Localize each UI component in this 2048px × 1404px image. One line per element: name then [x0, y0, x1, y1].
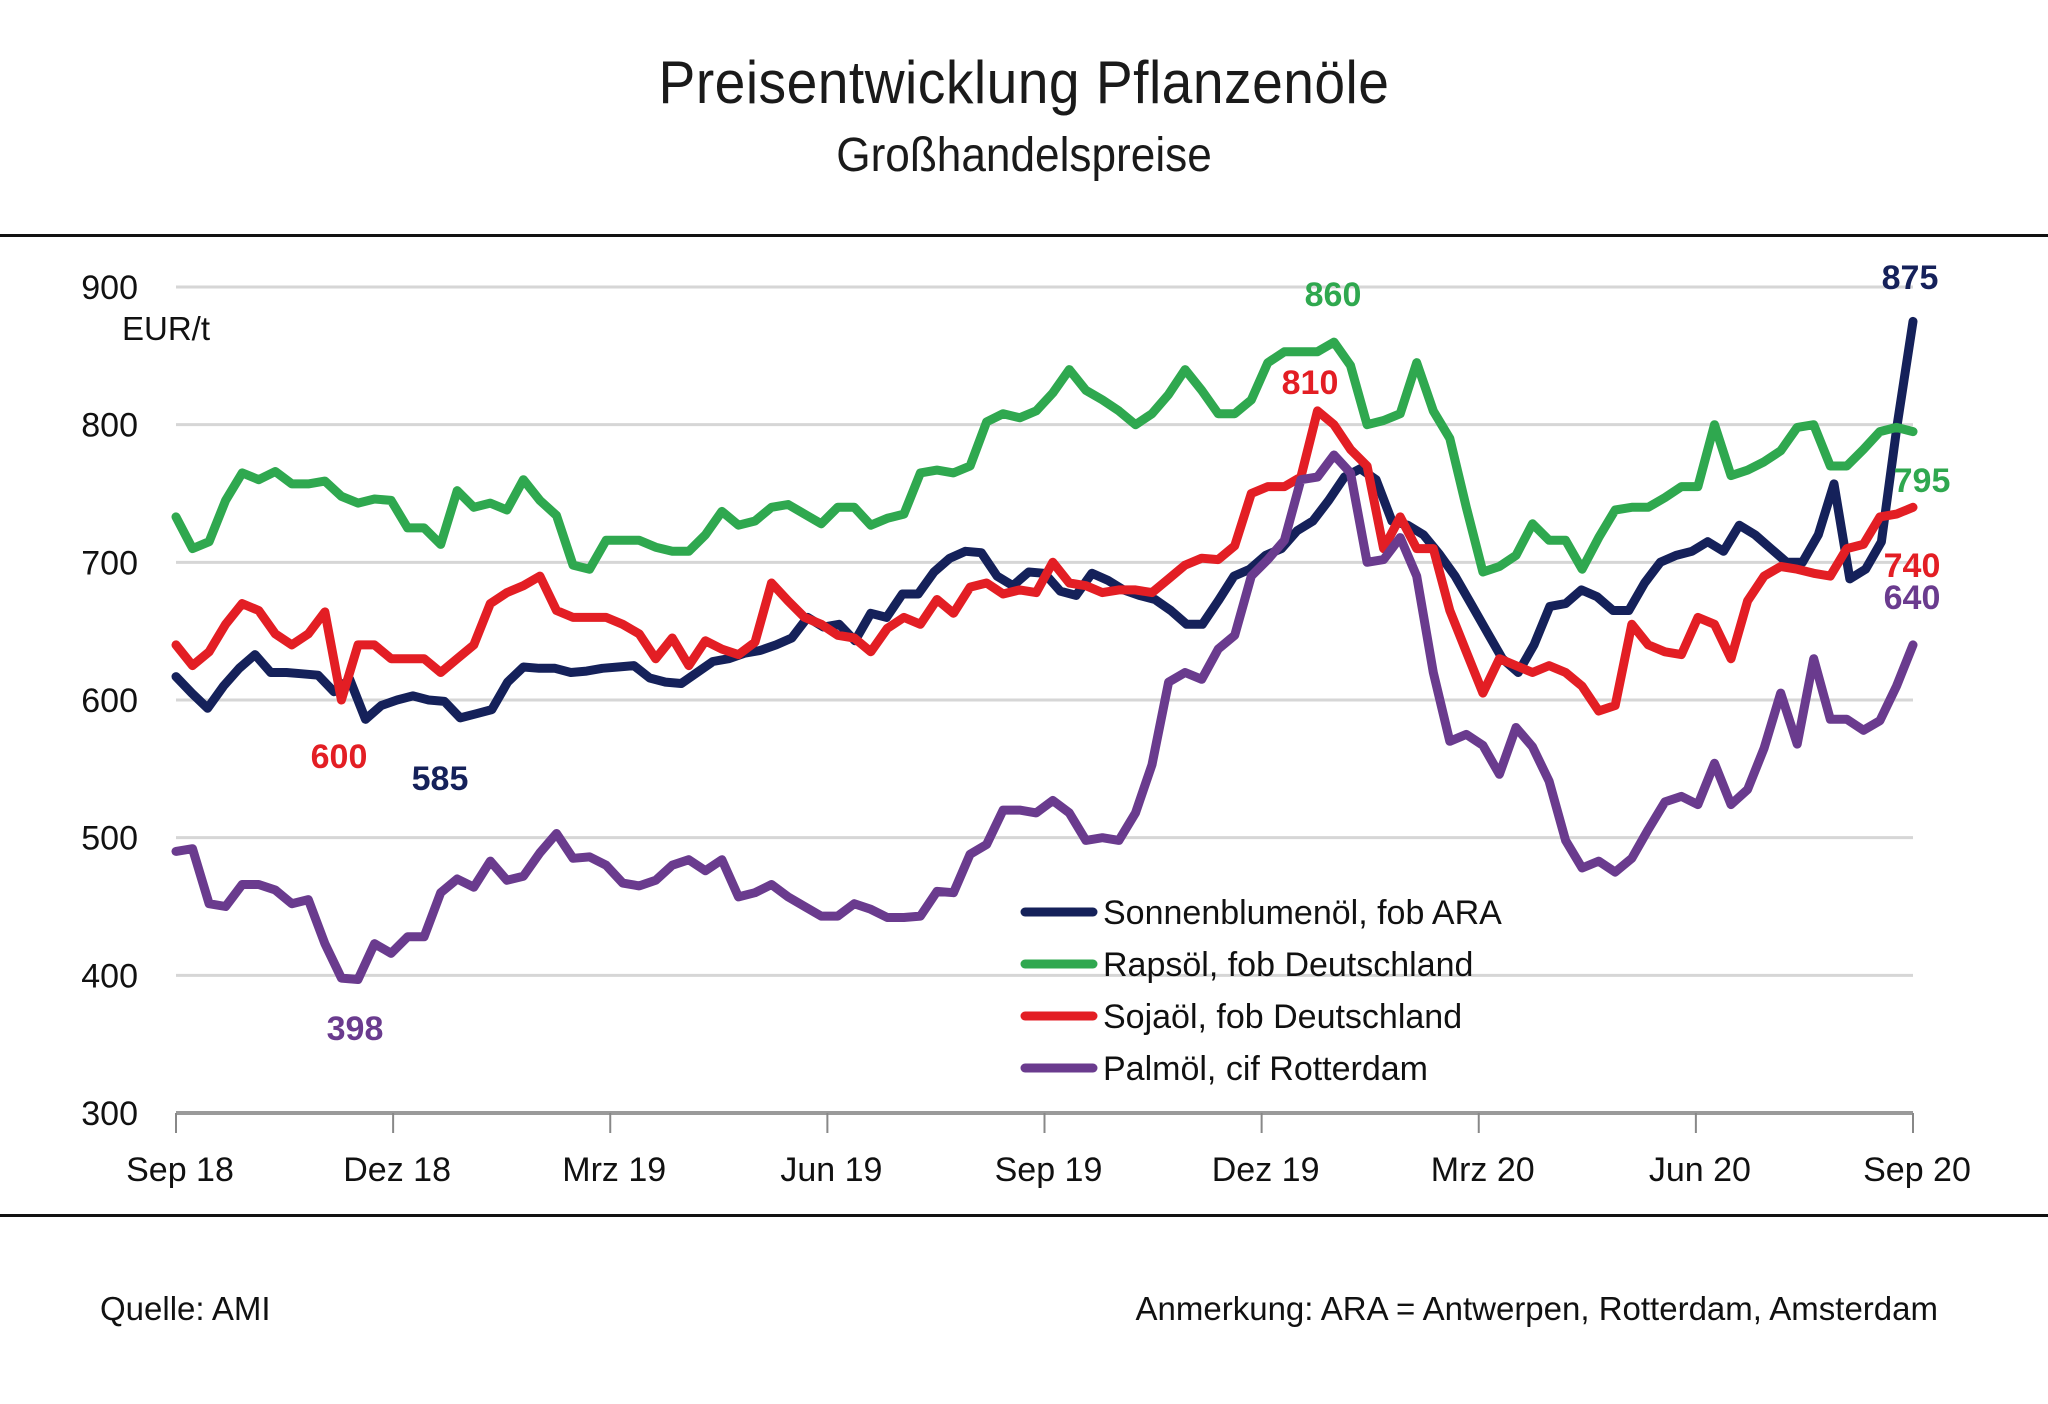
y-tick-label: 600: [81, 682, 138, 720]
x-tick-label: Sep 19: [995, 1151, 1103, 1189]
y-tick-label: 400: [81, 957, 138, 995]
y-tick-label: 500: [81, 820, 138, 858]
legend-label: Sonnenblumenöl, fob ARA: [1103, 894, 1502, 932]
y-axis-unit-label: EUR/t: [122, 310, 210, 347]
source-note: Quelle: AMI: [100, 1290, 271, 1327]
value-annotation: 795: [1894, 462, 1951, 500]
series-line-1: [171, 316, 1918, 724]
value-annotation: 585: [412, 760, 469, 798]
y-tick-label: 300: [81, 1095, 138, 1133]
x-tick-label: Sep 18: [126, 1151, 234, 1189]
series-line-3: [171, 406, 1918, 716]
bottom-divider: [0, 1214, 2048, 1217]
x-tick-label: Dez 18: [343, 1151, 451, 1189]
x-tick-label: Dez 19: [1212, 1151, 1320, 1189]
x-tick-label: Mrz 19: [562, 1151, 666, 1189]
legend-label: Palmöl, cif Rotterdam: [1103, 1050, 1428, 1088]
abbreviation-note: Anmerkung: ARA = Antwerpen, Rotterdam, A…: [1135, 1290, 1938, 1327]
legend-label: Sojaöl, fob Deutschland: [1103, 998, 1462, 1036]
series-line-2: [171, 337, 1918, 577]
value-annotation: 398: [327, 1010, 384, 1048]
series-lines: [171, 316, 1918, 984]
x-tick-label: Jun 20: [1649, 1151, 1751, 1189]
value-annotation: 810: [1282, 364, 1339, 402]
legend-label: Rapsöl, fob Deutschland: [1103, 946, 1473, 984]
y-tick-label: 700: [81, 544, 138, 582]
series-line-4: [171, 450, 1918, 984]
value-annotation: 860: [1305, 276, 1362, 314]
chart-title: Preisentwicklung Pflanzenöle: [658, 49, 1390, 116]
chart-subtitle: Großhandelspreise: [836, 129, 1212, 182]
legend: Sonnenblumenöl, fob ARA Rapsöl, fob Deuts…: [1020, 894, 1502, 1088]
value-annotation: 640: [1884, 579, 1941, 617]
x-tick-label: Mrz 20: [1431, 1151, 1535, 1189]
top-divider: [0, 234, 2048, 237]
value-annotation: 740: [1884, 547, 1941, 585]
value-annotation: 600: [311, 738, 368, 776]
x-tick-label: Jun 19: [780, 1151, 882, 1189]
y-tick-label: 900: [81, 269, 138, 307]
value-annotations: 585 875 860 795 600 810 740 398 640: [311, 259, 1951, 1048]
y-tick-label: 800: [81, 407, 138, 445]
gridlines: [176, 285, 1913, 977]
x-tick-label: Sep 20: [1863, 1151, 1971, 1189]
value-annotation: 875: [1882, 259, 1939, 297]
